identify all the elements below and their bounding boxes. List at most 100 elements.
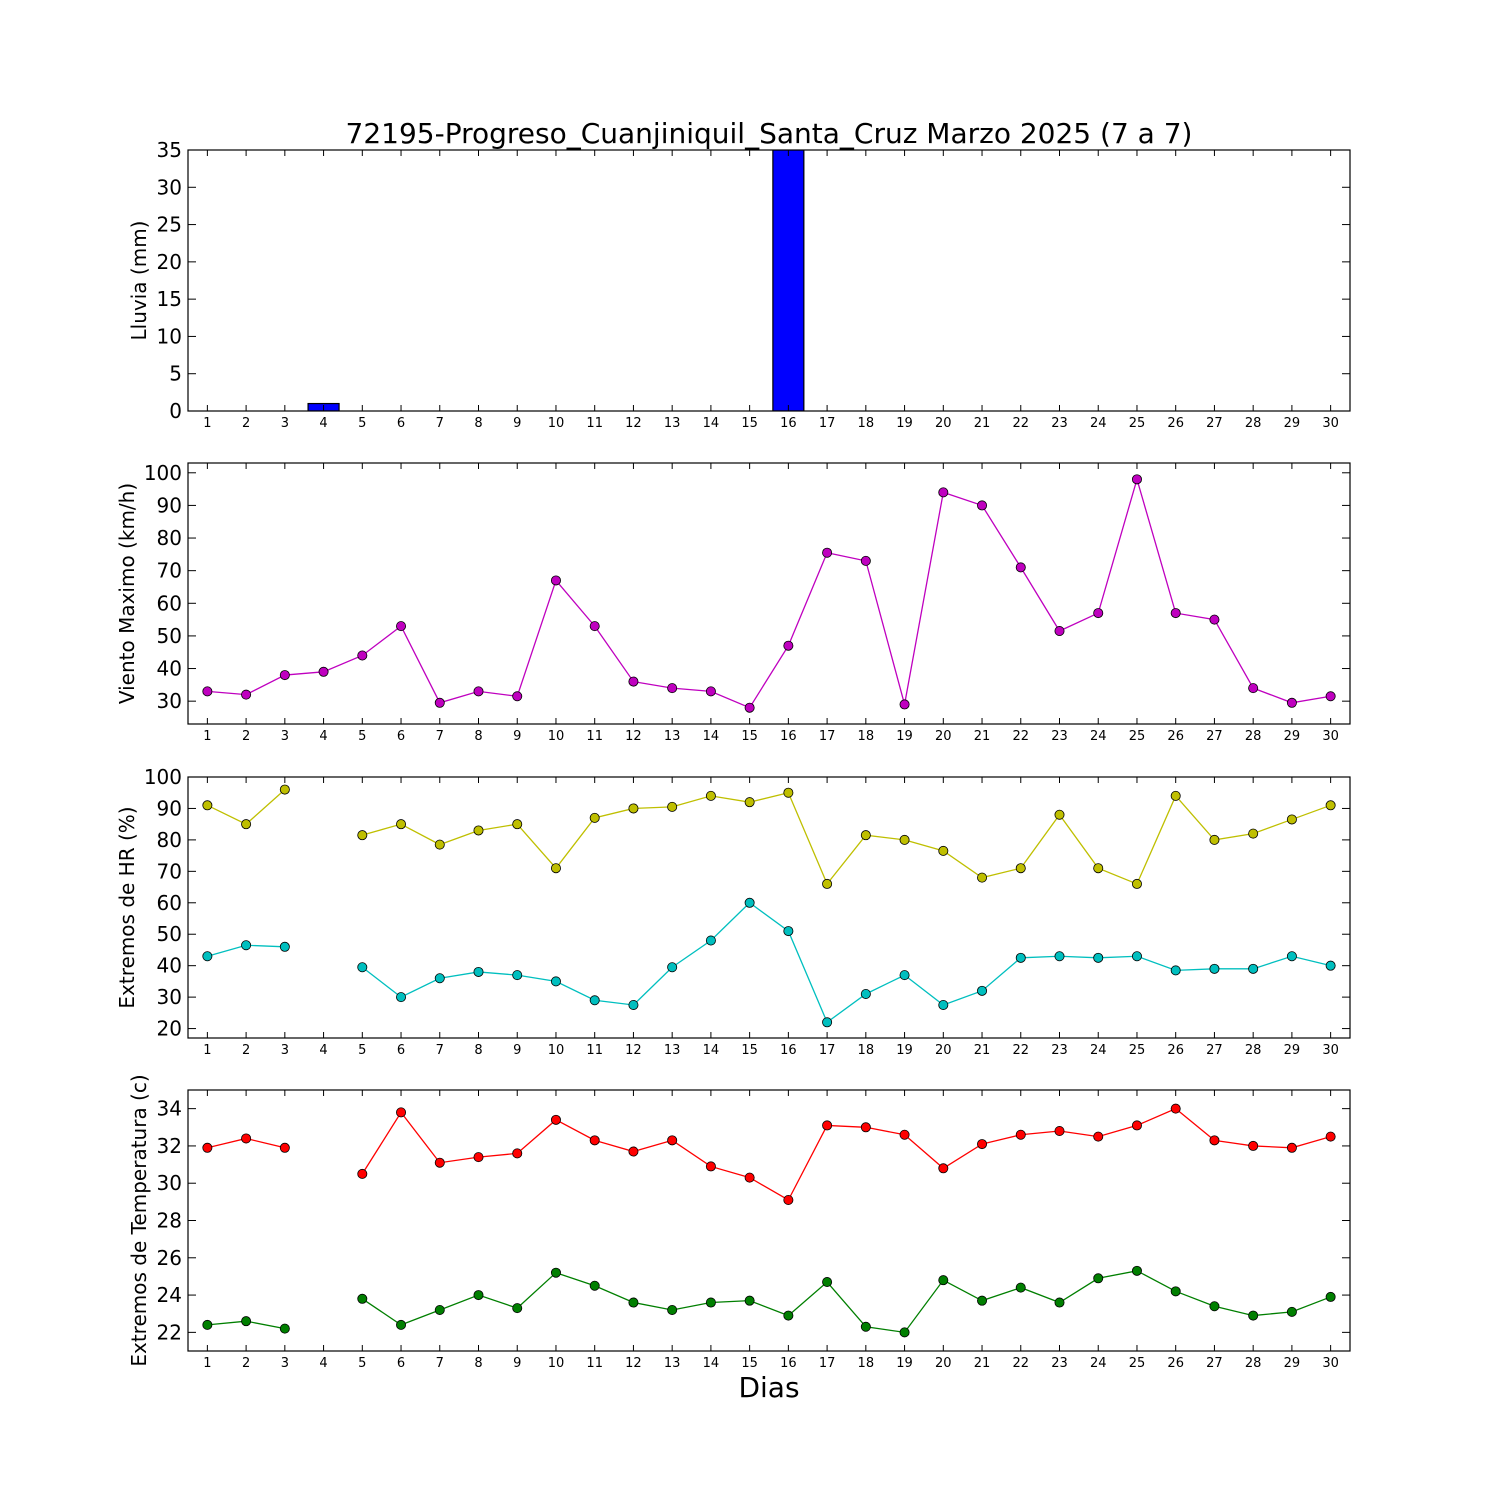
series-2-point-day-6 [396,992,407,1003]
series-1-point-day-5 [357,650,368,661]
series-1-point-day-29 [1286,1142,1297,1153]
series-2-point-day-25 [1131,1265,1142,1276]
x-tick-label: 17 [819,1356,836,1371]
series-1-point-day-8 [473,825,484,836]
y-tick-label: 30 [157,689,182,713]
x-tick-label: 25 [1129,1356,1146,1371]
x-tick-label: 6 [397,1043,405,1058]
series-2-point-day-16 [783,1310,794,1321]
y-tick-label: 20 [157,250,182,274]
series-2-point-day-14 [705,935,716,946]
x-tick-label: 13 [664,1356,681,1371]
x-tick-label: 8 [474,729,482,744]
x-tick-label: 10 [548,1356,565,1371]
series-1-point-day-10 [550,575,561,586]
x-axis-label: Dias [738,1371,799,1404]
x-tick-label: 6 [397,1356,405,1371]
y-tick-label: 80 [157,828,182,852]
series-1-point-day-16 [783,787,794,798]
series-2-point-day-5 [357,1293,368,1304]
series-1-point-day-5 [357,1168,368,1179]
series-1-point-day-2 [241,689,252,700]
series-2-point-day-9 [512,970,523,981]
x-tick-label: 11 [586,1043,603,1058]
x-tick-label: 25 [1129,729,1146,744]
series-1-point-day-23 [1054,626,1065,637]
series-2-point-day-30 [1325,1291,1336,1302]
x-tick-label: 27 [1206,1043,1223,1058]
series-1-point-day-17 [822,547,833,558]
series-2-point-day-3 [279,941,290,952]
x-tick-label: 15 [741,416,758,431]
series-2-point-day-28 [1248,963,1259,974]
series-1-point-day-13 [667,1135,678,1146]
x-tick-label: 12 [625,1356,642,1371]
y-tick-label: 40 [157,954,182,978]
x-tick-label: 13 [664,729,681,744]
x-tick-label: 2 [242,1043,250,1058]
x-tick-label: 20 [935,1356,952,1371]
x-tick-label: 16 [780,729,797,744]
x-tick-label: 3 [281,1043,289,1058]
x-tick-label: 20 [935,416,952,431]
series-2-point-day-29 [1286,1306,1297,1317]
x-tick-label: 7 [436,1043,444,1058]
series-2-point-day-22 [1015,952,1026,963]
series-1-point-day-24 [1093,608,1104,619]
series-2-point-day-11 [589,1280,600,1291]
y-axis-label: Viento Maximo (km/h) [115,483,139,704]
x-tick-label: 4 [319,416,327,431]
panel-frame [187,149,1351,412]
x-tick-label: 29 [1284,416,1301,431]
x-tick-label: 16 [780,416,797,431]
x-tick-label: 15 [741,1043,758,1058]
series-1-point-day-15 [744,1172,755,1183]
y-tick-label: 100 [144,765,182,789]
panel-3: 1 2 3 4 5 6 7 8 9 10 11 12 13 14 15 16 17 18 19 20 21 22 23 24 2… [115,765,1351,1058]
series-2-point-day-25 [1131,951,1142,962]
series-1-point-day-17 [822,1120,833,1131]
series-1-line-segment-2 [361,1107,1331,1201]
y-tick-label: 40 [157,657,182,681]
x-tick-label: 6 [397,729,405,744]
series-1-point-day-5 [357,830,368,841]
x-tick-label: 24 [1090,729,1107,744]
x-tick-label: 16 [780,1043,797,1058]
y-tick-label: 100 [144,461,182,485]
series-2-point-day-16 [783,926,794,937]
series-1-point-day-8 [473,1152,484,1163]
series-1-point-day-7 [434,697,445,708]
series-2-point-day-17 [822,1017,833,1028]
x-tick-label: 2 [242,1356,250,1371]
series-2-point-day-26 [1170,1286,1181,1297]
x-tick-label: 16 [780,1356,797,1371]
series-1-point-day-7 [434,1157,445,1168]
series-1-point-day-1 [202,800,213,811]
series-1-point-day-24 [1093,863,1104,874]
x-tick-label: 23 [1051,1356,1068,1371]
series-2-point-day-5 [357,962,368,973]
series-2-point-day-20 [938,999,949,1010]
series-2-point-day-23 [1054,1297,1065,1308]
x-tick-label: 19 [896,729,913,744]
series-1-point-day-19 [899,1129,910,1140]
x-tick-label: 26 [1167,729,1184,744]
x-tick-label: 18 [858,729,875,744]
y-tick-label: 70 [157,559,182,583]
series-2-point-day-7 [434,1304,445,1315]
y-tick-label: 50 [157,922,182,946]
x-tick-label: 15 [741,1356,758,1371]
x-tick-label: 12 [625,416,642,431]
series-1-point-day-15 [744,797,755,808]
y-tick-label: 30 [157,985,182,1009]
x-tick-label: 3 [281,729,289,744]
x-tick-label: 21 [974,416,991,431]
panel-data [202,474,1336,713]
series-1-point-day-18 [860,555,871,566]
x-tick-label: 29 [1284,1043,1301,1058]
series-1-point-day-9 [512,1148,523,1159]
series-2-point-day-13 [667,962,678,973]
x-tick-label: 19 [896,1043,913,1058]
x-tick-label: 13 [664,416,681,431]
series-1-point-day-15 [744,702,755,713]
